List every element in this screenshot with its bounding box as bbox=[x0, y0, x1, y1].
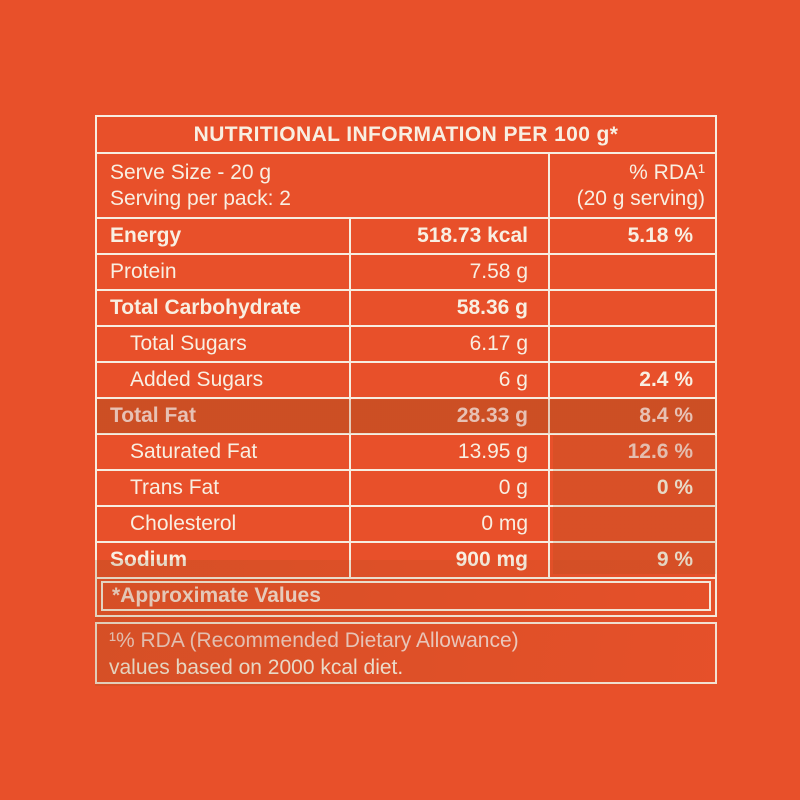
table-row-sodium: Sodium 900 mg 9 % bbox=[97, 543, 715, 579]
nutrient-rda bbox=[550, 291, 715, 325]
table-row-total-carbohydrate: Total Carbohydrate 58.36 g bbox=[97, 291, 715, 327]
approximate-values-row: *Approximate Values bbox=[97, 579, 715, 615]
table-title: NUTRITIONAL INFORMATION PER 100 g* bbox=[193, 122, 619, 146]
footnote-line1: ¹% RDA (Recommended Dietary Allowance) bbox=[109, 629, 519, 652]
nutrient-value: 28.33 g bbox=[351, 399, 550, 433]
table-row-energy: Energy 518.73 kcal 5.18 % bbox=[97, 219, 715, 255]
rda-header-cell: % RDA¹ (20 g serving) bbox=[550, 154, 715, 217]
nutrient-rda: 8.4 % bbox=[639, 404, 693, 427]
serve-info-row: Serve Size - 20 g Serving per pack: 2 % … bbox=[97, 154, 715, 219]
nutrient-rda bbox=[550, 327, 715, 361]
nutrient-rda bbox=[550, 255, 715, 289]
nutrient-label: Sodium bbox=[97, 543, 351, 577]
nutrient-rda bbox=[550, 507, 715, 541]
nutrient-rda: 2.4 % bbox=[639, 368, 693, 391]
approximate-values-box: *Approximate Values bbox=[101, 581, 711, 611]
table-row-saturated-fat: Saturated Fat 13.95 g 12.6 % bbox=[97, 435, 715, 471]
table-title-row: NUTRITIONAL INFORMATION PER 100 g* bbox=[97, 117, 715, 154]
nutrient-label: Total Sugars bbox=[97, 327, 351, 361]
table-row-added-sugars: Added Sugars 6 g 2.4 % bbox=[97, 363, 715, 399]
nutrient-value: 6.17 g bbox=[351, 327, 550, 361]
nutrient-value: 0 mg bbox=[351, 507, 550, 541]
nutrient-label: Total Carbohydrate bbox=[97, 291, 351, 325]
serving-per-pack-text: Serving per pack: 2 bbox=[110, 187, 291, 210]
table-row-trans-fat: Trans Fat 0 g 0 % bbox=[97, 471, 715, 507]
table-row-protein: Protein 7.58 g bbox=[97, 255, 715, 291]
nutrient-label: Protein bbox=[97, 255, 351, 289]
nutrient-label: Added Sugars bbox=[97, 363, 351, 397]
nutrient-value: 518.73 kcal bbox=[351, 219, 550, 253]
table-row-cholesterol: Cholesterol 0 mg bbox=[97, 507, 715, 543]
nutrient-label: Energy bbox=[97, 219, 351, 253]
nutrient-label: Total Fat bbox=[97, 399, 351, 433]
nutrition-table: NUTRITIONAL INFORMATION PER 100 g* Serve… bbox=[95, 115, 717, 617]
footnote-line2: values based on 2000 kcal diet. bbox=[109, 656, 404, 679]
nutrient-value: 6 g bbox=[351, 363, 550, 397]
nutrient-label: Trans Fat bbox=[97, 471, 351, 505]
table-row-total-fat: Total Fat 28.33 g 8.4 % bbox=[97, 399, 715, 435]
nutrient-value: 0 g bbox=[351, 471, 550, 505]
table-row-total-sugars: Total Sugars 6.17 g bbox=[97, 327, 715, 363]
nutrient-value: 900 mg bbox=[351, 543, 550, 577]
nutrient-value: 7.58 g bbox=[351, 255, 550, 289]
rda-header-subtitle: (20 g serving) bbox=[576, 186, 705, 210]
nutrient-rda: 9 % bbox=[656, 548, 693, 571]
nutrient-value: 58.36 g bbox=[351, 291, 550, 325]
nutrient-rda: 12.6 % bbox=[627, 440, 693, 463]
rda-footnote-box: ¹% RDA (Recommended Dietary Allowance) v… bbox=[95, 622, 717, 684]
serve-size-text: Serve Size - 20 g bbox=[110, 161, 272, 184]
nutrient-value: 13.95 g bbox=[351, 435, 550, 469]
serve-info-cell: Serve Size - 20 g Serving per pack: 2 bbox=[97, 154, 550, 217]
nutrient-rda: 0 % bbox=[656, 476, 693, 499]
nutrient-label: Saturated Fat bbox=[97, 435, 351, 469]
rda-header-title: % RDA¹ bbox=[629, 160, 705, 184]
nutrient-rda: 5.18 % bbox=[627, 224, 693, 247]
nutrient-label: Cholesterol bbox=[97, 507, 351, 541]
approximate-values-text: *Approximate Values bbox=[112, 584, 321, 607]
